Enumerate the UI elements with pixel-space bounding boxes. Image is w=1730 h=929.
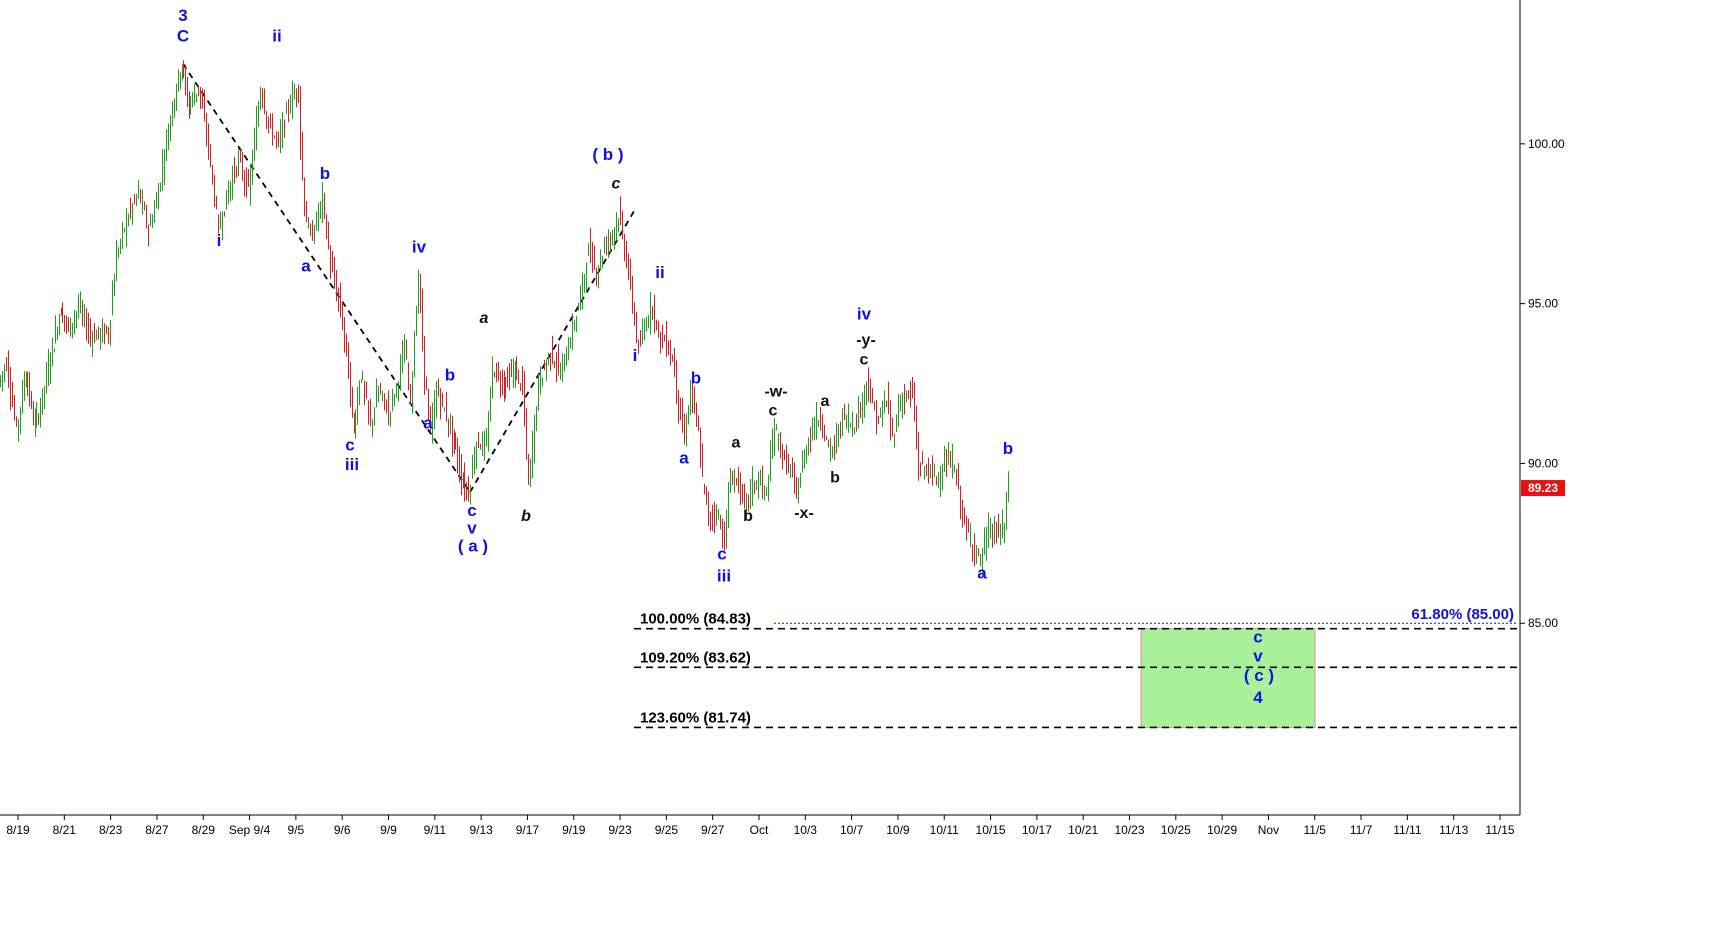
x-tick-label: 11/7 bbox=[1350, 823, 1373, 837]
wave-label: a bbox=[977, 563, 987, 582]
wave-label: i bbox=[633, 346, 638, 365]
x-tick-label: 10/17 bbox=[1022, 823, 1052, 837]
x-tick-label: 9/9 bbox=[380, 823, 397, 837]
fib-label: 123.60% (81.74) bbox=[640, 709, 751, 726]
wave-label: a bbox=[821, 393, 830, 410]
wave-label: a bbox=[301, 257, 311, 276]
wave-label: a bbox=[480, 310, 489, 327]
x-tick-label: 8/19 bbox=[6, 823, 30, 837]
wave-label: 3 bbox=[178, 6, 187, 25]
wave-label: c bbox=[860, 351, 869, 368]
x-tick-label: 10/7 bbox=[840, 823, 864, 837]
wave-label: c bbox=[1253, 627, 1262, 646]
wave-label: c bbox=[717, 544, 726, 563]
wave-label: -x- bbox=[794, 505, 814, 522]
y-tick-label: 95.00 bbox=[1528, 297, 1558, 311]
wave-label: ( a ) bbox=[458, 536, 488, 555]
x-tick-label: 10/21 bbox=[1068, 823, 1098, 837]
x-tick-label: 10/29 bbox=[1207, 823, 1237, 837]
wave-label: b bbox=[1003, 439, 1013, 458]
wave-label: -w- bbox=[764, 383, 787, 400]
wave-label: iii bbox=[717, 567, 731, 586]
last-price-label: 89.23 bbox=[1528, 481, 1558, 495]
wave-label: a bbox=[732, 434, 741, 451]
x-tick-label: 11/5 bbox=[1304, 823, 1327, 837]
x-tick-label: 8/23 bbox=[99, 823, 123, 837]
wave-label: v bbox=[467, 519, 477, 538]
wave-label: iii bbox=[345, 455, 359, 474]
x-tick-label: 8/29 bbox=[192, 823, 216, 837]
wave-label: iv bbox=[412, 237, 427, 256]
x-tick-label: Nov bbox=[1258, 823, 1279, 837]
x-tick-label: 9/6 bbox=[334, 823, 351, 837]
fib-label: 109.20% (83.62) bbox=[640, 649, 751, 666]
wave-label: b bbox=[445, 365, 455, 384]
wave-label: a bbox=[423, 413, 433, 432]
x-tick-label: 8/21 bbox=[53, 823, 77, 837]
wave-label: b bbox=[691, 369, 701, 388]
x-tick-label: 9/5 bbox=[288, 823, 305, 837]
x-tick-label: 11/11 bbox=[1393, 823, 1422, 837]
fib-label: 100.00% (84.83) bbox=[640, 611, 751, 628]
x-tick-label: 11/15 bbox=[1485, 823, 1514, 837]
x-tick-label: 10/3 bbox=[794, 823, 818, 837]
target-zone bbox=[1140, 628, 1316, 728]
x-tick-label: 9/19 bbox=[562, 823, 586, 837]
x-tick-label: 10/15 bbox=[976, 823, 1006, 837]
fib-label: 61.80% (85.00) bbox=[1411, 606, 1514, 623]
wave-label: c bbox=[769, 402, 778, 419]
wave-label: a bbox=[679, 448, 689, 467]
wave-label: iv bbox=[857, 305, 872, 324]
x-tick-label: 10/11 bbox=[930, 823, 959, 837]
wave-label: b bbox=[320, 164, 330, 183]
wave-label: v bbox=[1253, 647, 1263, 666]
x-tick-label: 10/23 bbox=[1114, 823, 1144, 837]
y-tick-label: 100.00 bbox=[1528, 137, 1565, 151]
x-tick-label: Oct bbox=[750, 823, 769, 837]
wave-label: C bbox=[177, 27, 189, 46]
wave-label: ( b ) bbox=[592, 145, 623, 164]
last-price-badge bbox=[1521, 480, 1565, 497]
x-tick-label: 9/23 bbox=[608, 823, 632, 837]
wave-label: b bbox=[743, 508, 753, 525]
x-tick-label: 9/27 bbox=[701, 823, 725, 837]
x-tick-label: 9/11 bbox=[424, 823, 447, 837]
x-tick-label: 9/25 bbox=[655, 823, 679, 837]
wave-label: ( c ) bbox=[1244, 666, 1274, 685]
x-tick-label: 10/25 bbox=[1161, 823, 1191, 837]
wave-label: -y- bbox=[856, 332, 876, 349]
x-tick-label: 9/17 bbox=[516, 823, 540, 837]
wave-label: c bbox=[612, 176, 621, 193]
x-tick-label: Sep 9/4 bbox=[229, 823, 271, 837]
wave-label: b bbox=[521, 508, 531, 525]
wave-label: i bbox=[217, 231, 222, 250]
trend-line bbox=[182, 63, 471, 493]
x-tick-label: 8/27 bbox=[145, 823, 169, 837]
x-tick-label: 11/13 bbox=[1439, 823, 1468, 837]
x-tick-label: 9/13 bbox=[469, 823, 493, 837]
wave-label: c bbox=[345, 436, 354, 455]
y-tick-label: 85.00 bbox=[1528, 616, 1558, 630]
wave-label: ii bbox=[655, 263, 664, 282]
wave-label: 4 bbox=[1253, 688, 1263, 707]
x-tick-label: 10/9 bbox=[886, 823, 910, 837]
wave-label: ii bbox=[272, 27, 281, 46]
wave-label: c bbox=[467, 501, 476, 520]
wave-label: b bbox=[830, 470, 840, 487]
y-tick-label: 90.00 bbox=[1528, 456, 1558, 470]
